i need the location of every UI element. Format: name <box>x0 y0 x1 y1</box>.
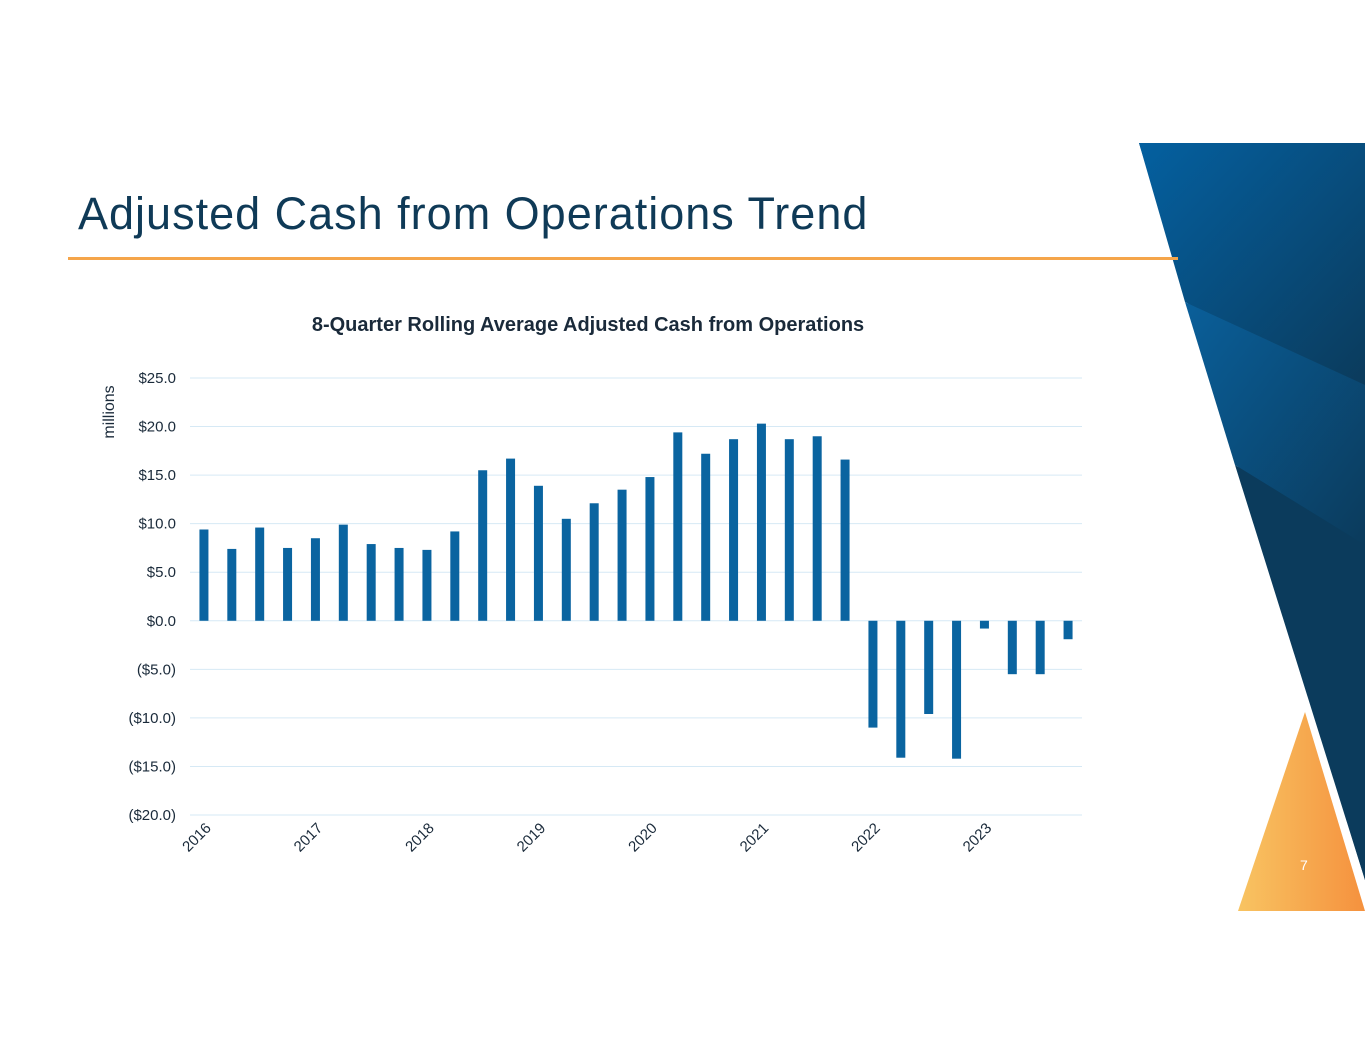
x-tick-label: 2017 <box>291 820 327 856</box>
y-tick-label: $0.0 <box>147 613 176 630</box>
bar <box>366 544 376 621</box>
bar <box>506 458 516 621</box>
bar <box>561 518 571 621</box>
y-tick-label: ($15.0) <box>128 758 176 775</box>
x-tick-label: 2018 <box>402 820 438 856</box>
bar <box>338 524 348 621</box>
bar <box>840 459 850 621</box>
bar <box>729 439 739 621</box>
decor-navy-band-lower <box>1235 465 1365 880</box>
chart-title: 8-Quarter Rolling Average Adjusted Cash … <box>312 314 864 336</box>
bar <box>868 620 878 728</box>
x-tick-label: 2020 <box>625 820 661 856</box>
bar <box>450 531 460 621</box>
x-tick-label: 2016 <box>179 820 215 856</box>
bar <box>756 423 766 621</box>
bar <box>199 529 209 621</box>
y-tick-label: $5.0 <box>147 564 176 581</box>
bar <box>227 548 237 621</box>
y-tick-label: $20.0 <box>138 419 176 436</box>
bar <box>645 477 655 621</box>
chart-x-ticks: 2016 2017 2018 2019 2020 2021 2022 2023 <box>179 820 995 856</box>
bar <box>422 549 432 621</box>
bar <box>310 538 320 621</box>
bar <box>812 436 822 621</box>
x-tick-label: 2022 <box>848 820 884 856</box>
bar <box>924 620 934 715</box>
bar <box>979 620 989 629</box>
chart-y-ticks: $25.0 $20.0 $15.0 $10.0 $5.0 $0.0 ($5.0) ($10.0… <box>128 370 176 824</box>
y-tick-label: ($10.0) <box>128 710 176 727</box>
y-tick-label: ($5.0) <box>137 661 176 678</box>
bar <box>589 503 599 621</box>
bar <box>1063 620 1073 640</box>
decor-blue-band-top <box>1139 143 1365 385</box>
bar <box>478 470 488 621</box>
bar <box>283 547 293 621</box>
bar <box>784 439 794 621</box>
y-tick-label: ($20.0) <box>128 807 176 824</box>
bar <box>533 485 543 621</box>
chart-bars <box>199 423 1073 759</box>
page-number: 7 <box>1300 857 1308 873</box>
y-tick-label: $25.0 <box>138 370 176 387</box>
decor-blue-band-mid <box>1185 302 1365 545</box>
decor-orange-triangle <box>1238 712 1365 911</box>
x-tick-label: 2023 <box>960 820 996 856</box>
bar <box>952 620 962 759</box>
page-title: Adjusted Cash from Operations Trend <box>78 188 869 239</box>
x-tick-label: 2019 <box>514 820 550 856</box>
bar <box>255 527 265 621</box>
bar <box>1035 620 1045 675</box>
bar <box>394 547 404 621</box>
title-divider <box>68 257 1178 260</box>
y-tick-label: $15.0 <box>138 467 176 484</box>
bar <box>617 489 627 621</box>
y-axis-label: millions <box>101 385 118 438</box>
bar <box>701 453 711 621</box>
bar <box>1007 620 1017 675</box>
bar <box>896 620 906 758</box>
y-tick-label: $10.0 <box>138 516 176 533</box>
x-tick-label: 2021 <box>737 820 773 856</box>
chart-gridlines <box>190 377 1082 816</box>
bar <box>673 432 683 621</box>
